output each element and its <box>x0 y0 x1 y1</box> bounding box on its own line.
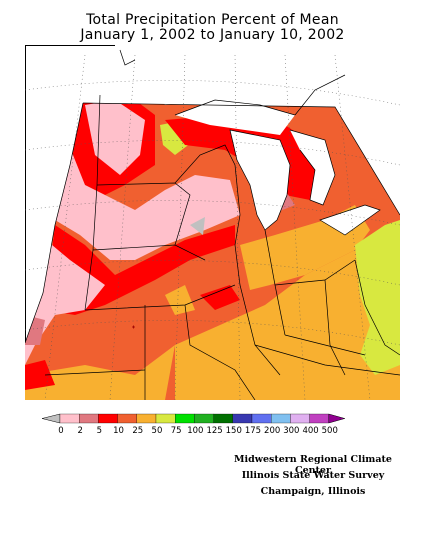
legend-tick-label: 50 <box>152 426 163 436</box>
credit-line-3: Champaign, Illinois <box>260 486 366 497</box>
legend-tick-label: 25 <box>132 426 143 436</box>
color-legend: 0 2 5 10 25 50 75 100 125 150 175 200 300 400 500 <box>41 413 346 436</box>
legend-tick-label: 2 <box>77 426 82 436</box>
legend-tick-label: 75 <box>171 426 182 436</box>
legend-tick-label: 175 <box>245 426 261 436</box>
legend-swatch <box>271 413 291 424</box>
legend-tick-label: 500 <box>322 426 338 436</box>
legend-arrow-high <box>328 413 346 424</box>
legend-swatch <box>155 413 176 424</box>
legend-tick-label: 5 <box>97 426 102 436</box>
credit-line-2: Illinois State Water Survey <box>241 470 385 481</box>
legend-swatch <box>175 413 195 424</box>
legend-color-bar <box>41 413 346 424</box>
legend-swatch <box>251 413 272 424</box>
precipitation-field <box>25 103 400 400</box>
legend-tick-label: 150 <box>226 426 242 436</box>
legend-tick-label: 400 <box>302 426 318 436</box>
legend-swatch <box>290 413 310 424</box>
precipitation-map <box>25 45 400 400</box>
legend-tick-label: 125 <box>206 426 222 436</box>
station-marker <box>132 325 135 329</box>
legend-swatch <box>213 413 233 424</box>
legend-tick-label: 300 <box>283 426 299 436</box>
legend-swatch <box>194 413 214 424</box>
legend-tick-label: 100 <box>187 426 203 436</box>
state-boundaries <box>25 49 400 400</box>
legend-tick-label: 10 <box>113 426 124 436</box>
legend-tick-label: 0 <box>58 426 63 436</box>
map-subtitle: January 1, 2002 to January 10, 2002 <box>80 27 345 43</box>
legend-swatch <box>79 413 99 424</box>
map-title: Total Precipitation Percent of Mean <box>86 12 339 28</box>
legend-tick-label: 200 <box>264 426 280 436</box>
legend-tick-labels: 0 2 5 10 25 50 75 100 125 150 175 200 300 400 500 <box>58 426 338 436</box>
legend-swatch <box>117 413 137 424</box>
legend-arrow-low <box>41 413 61 424</box>
legend-swatch <box>59 413 80 424</box>
credit-line-1: Midwestern Regional Climate Center <box>234 454 392 476</box>
legend-swatch <box>232 413 253 424</box>
legend-swatch <box>309 413 329 424</box>
legend-swatch <box>136 413 157 424</box>
legend-swatch <box>98 413 118 424</box>
